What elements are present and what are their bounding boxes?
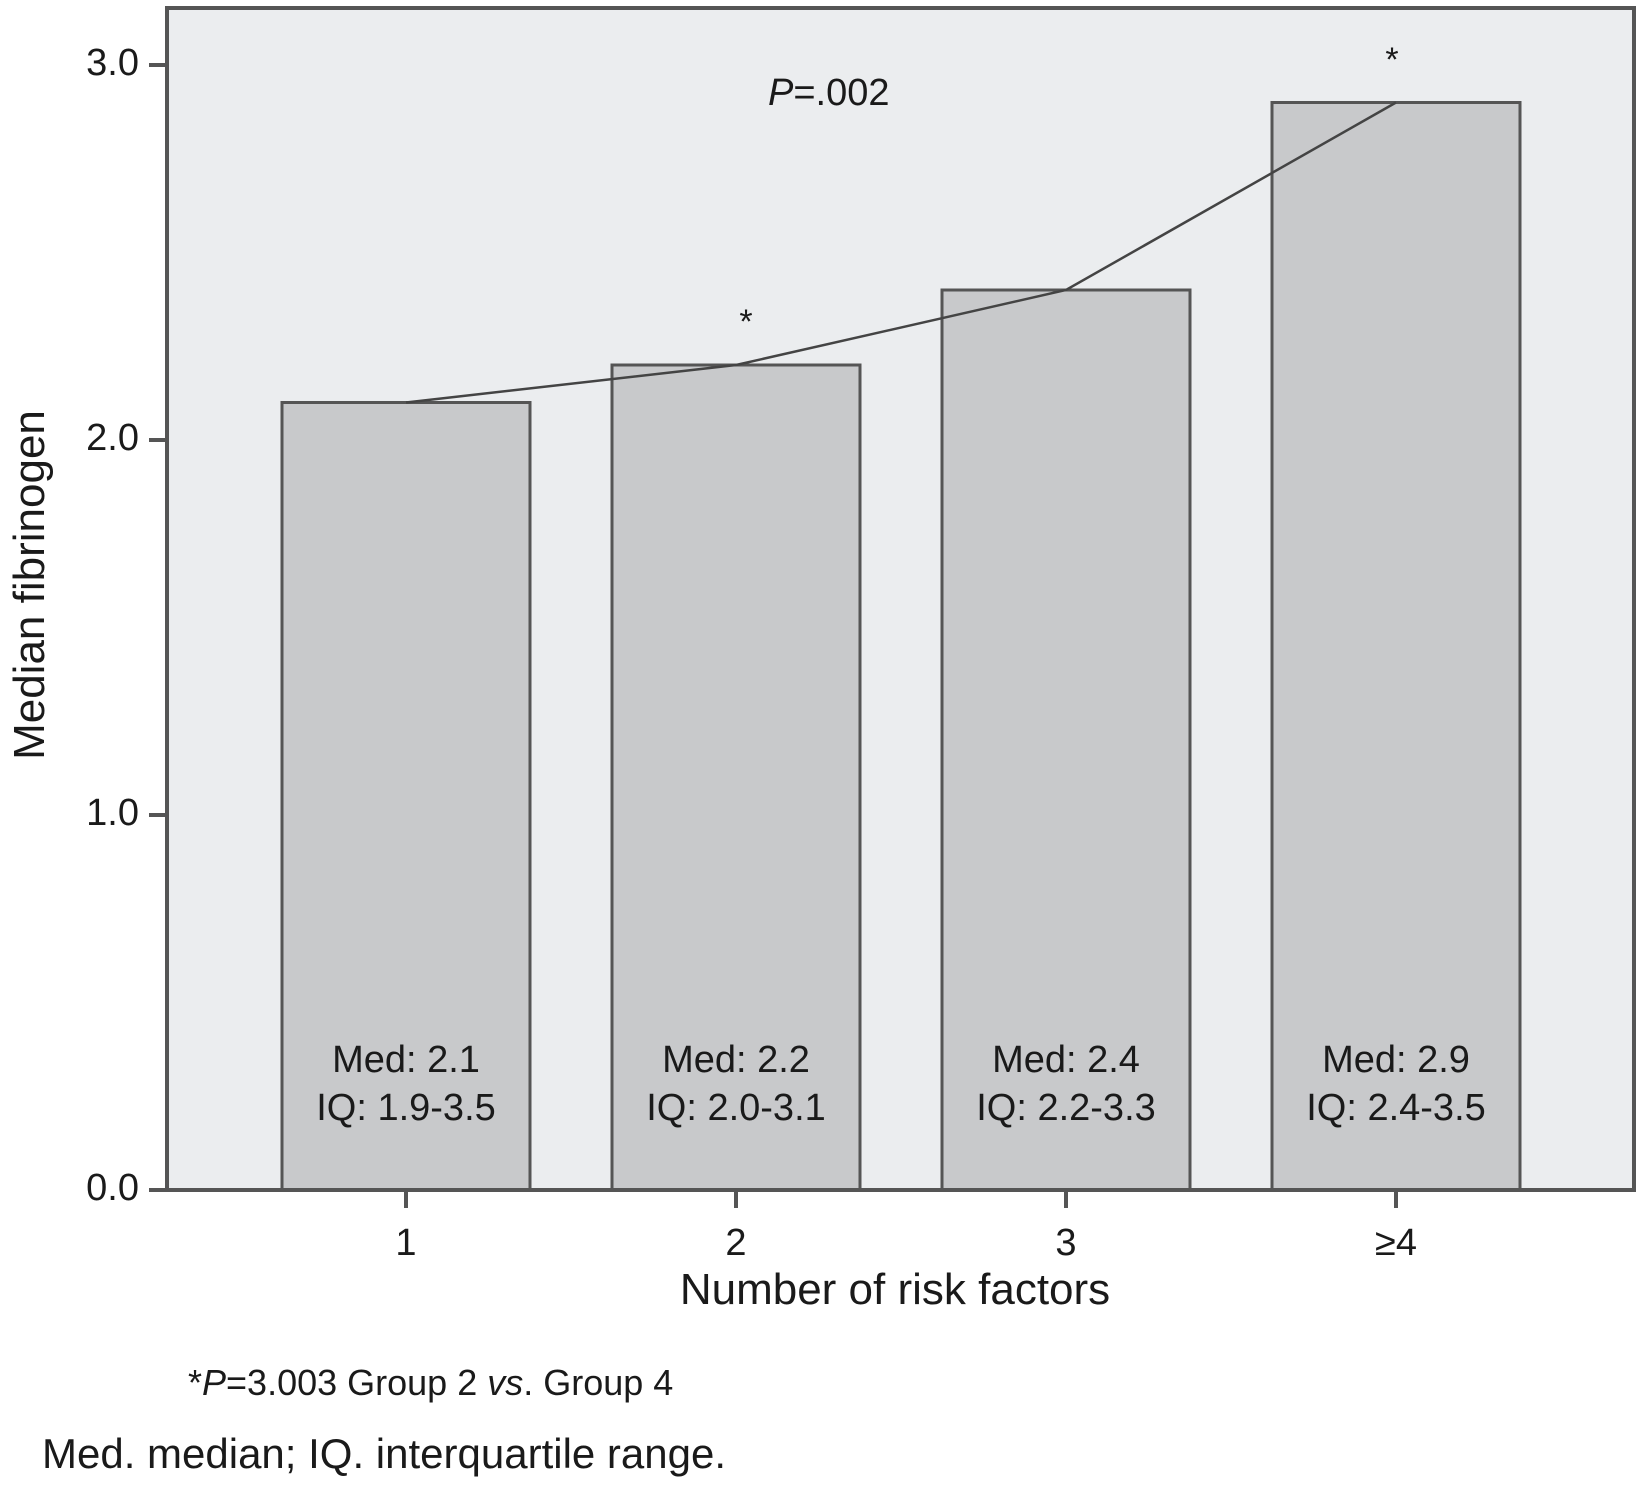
footnote-star: * bbox=[188, 1362, 203, 1403]
iq-label: IQ: 2.0-3.1 bbox=[646, 1087, 826, 1129]
median-label: Med: 2.9 bbox=[1322, 1039, 1470, 1081]
significance-star: * bbox=[1385, 40, 1399, 79]
x-tick-label: 3 bbox=[1055, 1222, 1077, 1264]
overall-p-value: P=.002 bbox=[768, 72, 890, 115]
bar-3 bbox=[940, 288, 1192, 1192]
bar-1 bbox=[280, 401, 532, 1192]
bar-annotation: Med: 2.2 IQ: 2.0-3.1 bbox=[612, 1036, 860, 1132]
footnote-tail: . Group 4 bbox=[523, 1362, 674, 1403]
p-value-text: =.002 bbox=[793, 72, 890, 114]
median-label: Med: 2.2 bbox=[662, 1039, 810, 1081]
y-tick-label: 3.0 bbox=[86, 42, 139, 84]
bar-annotation: Med: 2.4 IQ: 2.2-3.3 bbox=[942, 1036, 1190, 1132]
x-tick-label: 1 bbox=[395, 1222, 417, 1264]
bar-4 bbox=[1270, 101, 1522, 1192]
footnote: *P=3.003 Group 2 vs. Group 4 bbox=[188, 1362, 673, 1404]
p-symbol: P bbox=[768, 72, 794, 114]
axes bbox=[149, 8, 1634, 1208]
y-tick-label: 0.0 bbox=[86, 1167, 139, 1209]
footnote-vs: vs bbox=[487, 1362, 524, 1403]
x-tick-label: 2 bbox=[725, 1222, 747, 1264]
y-tick-label: 2.0 bbox=[86, 417, 139, 459]
bar-annotation: Med: 2.1 IQ: 1.9-3.5 bbox=[282, 1036, 530, 1132]
trend-line bbox=[405, 101, 1397, 404]
iq-label: IQ: 1.9-3.5 bbox=[316, 1087, 496, 1129]
bar-annotation: Med: 2.9 IQ: 2.4-3.5 bbox=[1272, 1036, 1520, 1132]
footnote-p: P bbox=[202, 1362, 227, 1403]
y-tick-label: 1.0 bbox=[86, 792, 139, 834]
caption: Med. median; IQ. interquartile range. bbox=[42, 1430, 727, 1477]
significance-star: * bbox=[739, 303, 753, 341]
median-label: Med: 2.4 bbox=[992, 1039, 1140, 1081]
x-tick-label: ≥4 bbox=[1375, 1222, 1417, 1264]
iq-label: IQ: 2.4-3.5 bbox=[1306, 1087, 1486, 1129]
iq-label: IQ: 2.2-3.3 bbox=[976, 1087, 1156, 1129]
footnote-p-value: =3.003 Group 2 bbox=[226, 1362, 488, 1403]
median-label: Med: 2.1 bbox=[332, 1039, 480, 1081]
x-axis-label: Number of risk factors bbox=[679, 1265, 1111, 1314]
y-axis-label: Median fibrinogen bbox=[5, 410, 54, 760]
